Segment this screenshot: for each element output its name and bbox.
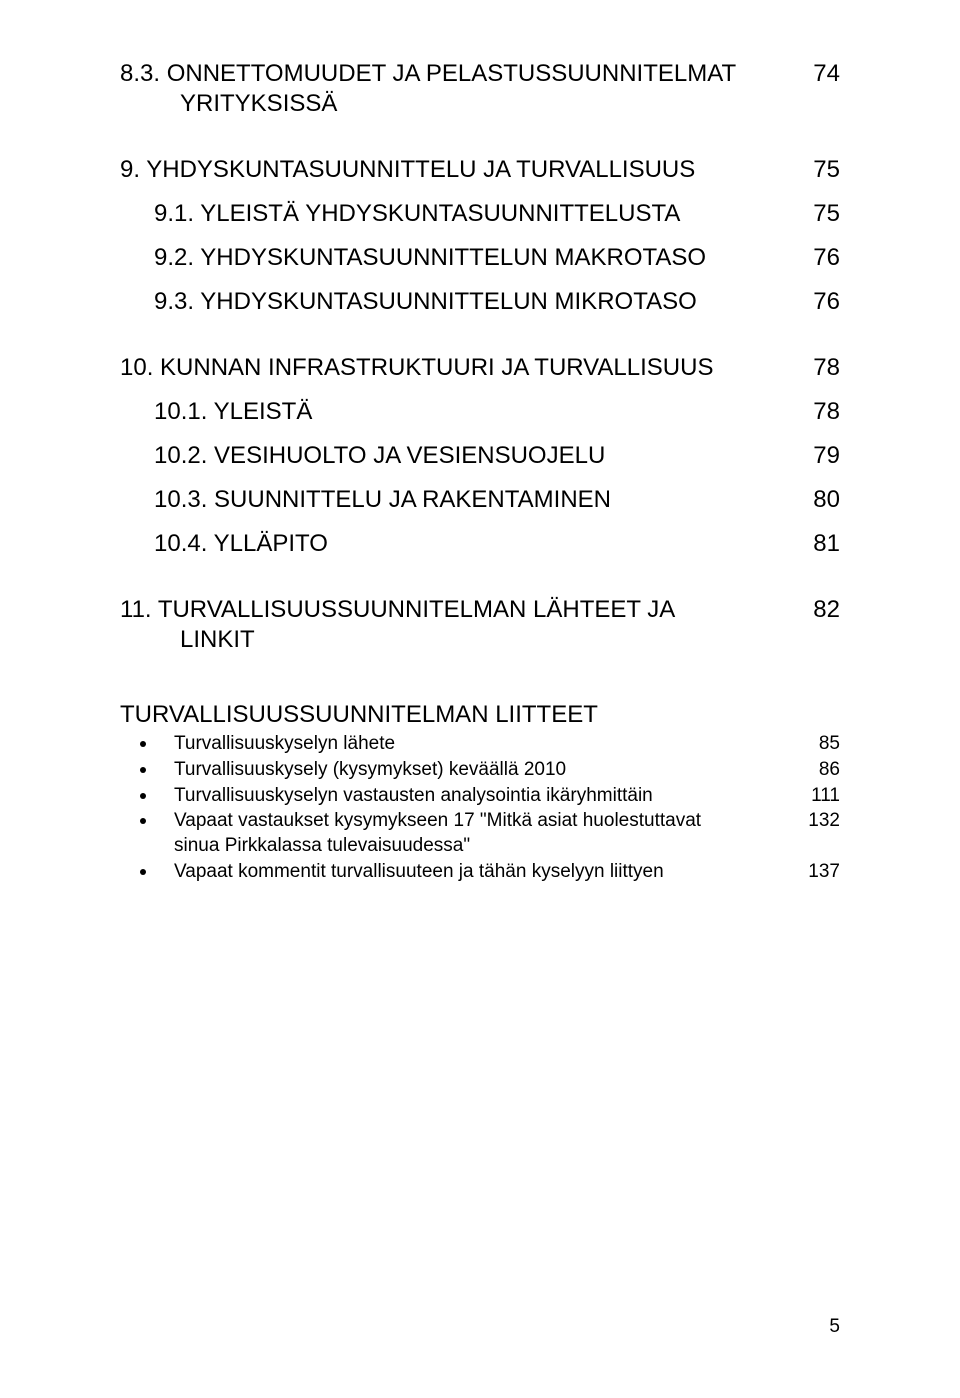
list-item-label: Turvallisuuskyselyn vastausten analysoin… xyxy=(174,784,811,809)
toc-page: 78 xyxy=(813,353,840,383)
list-item-page: 137 xyxy=(808,860,840,885)
toc-entry: 10.3. SUUNNITTELU JA RAKENTAMINEN 80 xyxy=(120,485,840,515)
toc-label-line1: 8.3. ONNETTOMUUDET JA PELASTUSSUUNNITELM… xyxy=(120,60,736,87)
list-item-label: Vapaat kommentit turvallisuuteen ja tähä… xyxy=(174,860,808,885)
toc-label-line1: 11. TURVALLISUUSSUUNNITELMAN LÄHTEET JA xyxy=(120,596,675,623)
toc-label-line2: YRITYKSISSÄ xyxy=(120,90,337,117)
toc-page: 78 xyxy=(813,397,840,427)
list-item: Vapaat kommentit turvallisuuteen ja tähä… xyxy=(120,860,840,885)
toc-entry: 8.3. ONNETTOMUUDET JA PELASTUSSUUNNITELM… xyxy=(120,59,840,119)
toc-entry: 10.1. YLEISTÄ 78 xyxy=(120,397,840,427)
list-item-page: 85 xyxy=(819,732,840,757)
toc-label: 10.2. VESIHUOLTO JA VESIENSUOJELU xyxy=(154,441,813,471)
toc-label: 8.3. ONNETTOMUUDET JA PELASTUSSUUNNITELM… xyxy=(120,59,813,119)
list-item-label: Turvallisuuskysely (kysymykset) keväällä… xyxy=(174,758,819,783)
list-item-label: Vapaat vastaukset kysymykseen 17 "Mitkä … xyxy=(174,809,808,858)
list-item-page: 86 xyxy=(819,758,840,783)
list-item: Turvallisuuskyselyn lähete 85 xyxy=(120,732,840,757)
page-number: 5 xyxy=(829,1316,840,1338)
toc-entry: 9.2. YHDYSKUNTASUUNNITTELUN MAKROTASO 76 xyxy=(120,243,840,273)
toc-page: 76 xyxy=(813,287,840,317)
appendix-heading: TURVALLISUUSSUUNNITELMAN LIITTEET xyxy=(120,699,840,730)
toc-container: 8.3. ONNETTOMUUDET JA PELASTUSSUUNNITELM… xyxy=(120,59,840,655)
bullet-icon xyxy=(140,741,146,747)
list-item-label-line2: sinua Pirkkalassa tulevaisuudessa" xyxy=(174,835,470,856)
toc-entry: 10.2. VESIHUOLTO JA VESIENSUOJELU 79 xyxy=(120,441,840,471)
list-item: Turvallisuuskysely (kysymykset) keväällä… xyxy=(120,758,840,783)
toc-entry: 10.4. YLLÄPITO 81 xyxy=(120,529,840,559)
toc-entry: 9.1. YLEISTÄ YHDYSKUNTASUUNNITTELUSTA 75 xyxy=(120,199,840,229)
bullet-icon xyxy=(140,818,146,824)
toc-page: 79 xyxy=(813,441,840,471)
toc-page: 76 xyxy=(813,243,840,273)
toc-page: 81 xyxy=(813,529,840,559)
toc-label: 11. TURVALLISUUSSUUNNITELMAN LÄHTEET JA … xyxy=(120,595,813,655)
toc-label: 9. YHDYSKUNTASUUNNITTELU JA TURVALLISUUS xyxy=(120,155,813,185)
list-item: Turvallisuuskyselyn vastausten analysoin… xyxy=(120,784,840,809)
appendix-list: Turvallisuuskyselyn lähete 85 Turvallisu… xyxy=(120,732,840,884)
toc-label: 10. KUNNAN INFRASTRUKTUURI JA TURVALLISU… xyxy=(120,353,813,383)
toc-page: 75 xyxy=(813,155,840,185)
toc-label: 10.1. YLEISTÄ xyxy=(154,397,813,427)
toc-entry: 9. YHDYSKUNTASUUNNITTELU JA TURVALLISUUS… xyxy=(120,155,840,185)
list-item-page: 132 xyxy=(808,809,840,834)
list-item-page: 111 xyxy=(811,784,840,809)
toc-label: 9.3. YHDYSKUNTASUUNNITTELUN MIKROTASO xyxy=(154,287,813,317)
list-item-label-line1: Vapaat vastaukset kysymykseen 17 "Mitkä … xyxy=(174,810,701,831)
toc-entry: 10. KUNNAN INFRASTRUKTUURI JA TURVALLISU… xyxy=(120,353,840,383)
bullet-icon xyxy=(140,793,146,799)
toc-label: 9.2. YHDYSKUNTASUUNNITTELUN MAKROTASO xyxy=(154,243,813,273)
toc-page: 74 xyxy=(813,59,840,89)
bullet-icon xyxy=(140,869,146,875)
toc-page: 82 xyxy=(813,595,840,625)
toc-entry: 11. TURVALLISUUSSUUNNITELMAN LÄHTEET JA … xyxy=(120,595,840,655)
toc-label-line2: LINKIT xyxy=(120,626,255,653)
list-item-label: Turvallisuuskyselyn lähete xyxy=(174,732,819,757)
toc-label: 10.3. SUUNNITTELU JA RAKENTAMINEN xyxy=(154,485,813,515)
toc-entry: 9.3. YHDYSKUNTASUUNNITTELUN MIKROTASO 76 xyxy=(120,287,840,317)
toc-label: 9.1. YLEISTÄ YHDYSKUNTASUUNNITTELUSTA xyxy=(154,199,813,229)
list-item: Vapaat vastaukset kysymykseen 17 "Mitkä … xyxy=(120,809,840,858)
toc-page: 75 xyxy=(813,199,840,229)
bullet-icon xyxy=(140,767,146,773)
toc-page: 80 xyxy=(813,485,840,515)
toc-label: 10.4. YLLÄPITO xyxy=(154,529,813,559)
